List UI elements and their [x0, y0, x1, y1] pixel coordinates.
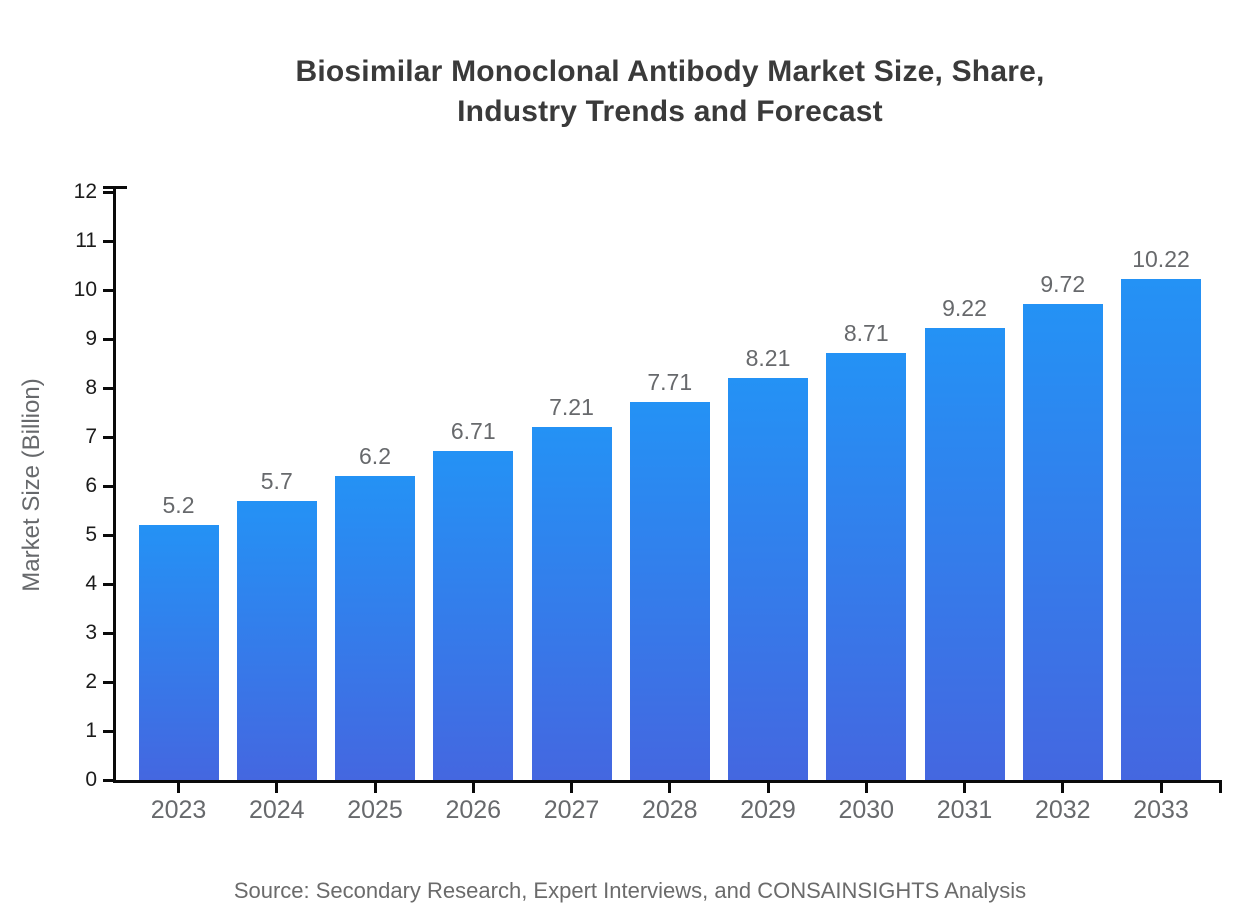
x-tick [177, 783, 180, 793]
y-tick-label: 9 [85, 327, 97, 350]
x-category-label: 2024 [248, 796, 305, 824]
y-tick-label: 2 [85, 670, 97, 693]
x-tick [963, 783, 966, 793]
y-tick [103, 435, 116, 439]
y-tick [103, 190, 116, 194]
x-tick [766, 783, 770, 793]
bar-fill [1022, 303, 1103, 780]
y-tick-label: 3 [85, 621, 97, 644]
y-tick-label: 8 [85, 376, 97, 399]
bar-fill [1121, 279, 1201, 780]
x-category-label: 2033 [1133, 796, 1189, 824]
y-tick [103, 484, 116, 488]
y-tick [103, 533, 116, 537]
bar-value-label: 8.21 [745, 344, 791, 371]
bar-2026: 6.71 [433, 418, 514, 780]
bar-2027: 7.21 [531, 394, 612, 780]
bar-2029: 8.21 [728, 345, 808, 780]
bar-2033: 10.22 [1121, 246, 1201, 780]
x-tick [668, 783, 672, 793]
x-category-label: 2029 [740, 796, 796, 824]
x-category-label: 2032 [1034, 796, 1091, 824]
x-tick [1159, 783, 1163, 793]
x-tick [275, 783, 279, 793]
y-tick [103, 386, 116, 390]
bar-fill [335, 476, 415, 780]
y-tick [103, 729, 116, 733]
y-tick-label: 7 [85, 425, 97, 448]
x-tick [1218, 783, 1222, 793]
bar-fill [629, 402, 710, 780]
bar-value-label: 9.72 [1040, 270, 1086, 297]
bar-2028: 7.71 [629, 369, 710, 780]
bar-fill [138, 525, 219, 780]
y-tick-label: 1 [85, 719, 97, 742]
y-tick [103, 631, 116, 635]
y-tick-label: 5 [85, 523, 97, 546]
x-category-label: 2027 [543, 796, 600, 824]
bar-value-label: 8.71 [843, 320, 889, 347]
bar-fill [728, 377, 808, 780]
x-category-label: 2026 [445, 796, 502, 824]
y-tick [103, 778, 116, 782]
x-tick [373, 783, 377, 793]
bar-value-label: 5.7 [260, 467, 293, 494]
bar-value-label: 7.71 [647, 369, 693, 396]
x-tick [471, 783, 475, 793]
chart-title-line1: Biosimilar Monoclonal Antibody Market Si… [295, 55, 1045, 88]
bar-2030: 8.71 [826, 320, 907, 780]
x-category-label: 2028 [641, 796, 698, 824]
x-category-label: 2031 [936, 796, 993, 824]
x-axis-line [113, 780, 1222, 783]
bar-value-label: 9.22 [942, 295, 987, 322]
bar-2024: 5.7 [236, 468, 317, 780]
x-tick [570, 783, 573, 793]
bar-fill [433, 451, 514, 780]
y-tick-label: 4 [85, 572, 97, 595]
bar-value-label: 5.2 [162, 492, 195, 519]
y-tick [103, 239, 116, 243]
x-category-label: 2023 [150, 796, 207, 824]
bar-2031: 9.22 [924, 295, 1005, 780]
bar-fill [826, 353, 907, 780]
y-tick-label: 0 [85, 768, 97, 791]
x-category-label: 2025 [347, 796, 403, 824]
bar-2032: 9.72 [1022, 271, 1103, 780]
bar-fill [236, 500, 317, 780]
bar-2025: 6.2 [335, 443, 415, 780]
bar-fill [531, 426, 612, 780]
y-axis-end-cap [103, 186, 127, 189]
x-tick [864, 783, 868, 793]
x-category-label: 2030 [838, 796, 895, 824]
bar-value-label: 7.21 [549, 393, 594, 420]
y-tick-label: 10 [73, 278, 97, 301]
y-tick-label: 12 [73, 180, 97, 203]
source-note: Source: Secondary Research, Expert Inter… [233, 878, 1027, 903]
bar-2023: 5.2 [138, 492, 219, 780]
bar-value-label: 10.22 [1132, 246, 1190, 273]
y-tick-label: 6 [85, 474, 97, 497]
x-tick [1061, 783, 1065, 793]
y-tick [103, 337, 116, 341]
chart-title-line2: Industry Trends and Forecast [457, 95, 883, 128]
y-tick-label: 11 [75, 229, 97, 252]
y-tick [103, 680, 116, 684]
bar-value-label: 6.71 [450, 418, 496, 445]
bar-value-label: 6.2 [359, 443, 391, 470]
y-tick [103, 582, 116, 586]
bar-fill [924, 328, 1005, 780]
y-tick [103, 288, 116, 292]
plot-area: Market Size (Billion) 0 1 2 3 4 5 6 7 8 9 10 11 12 5.… [18, 180, 1222, 824]
y-axis-title: Market Size (Billion) [18, 377, 45, 592]
chart-title: Biosimilar Monoclonal Antibody Market Si… [80, 52, 1260, 132]
